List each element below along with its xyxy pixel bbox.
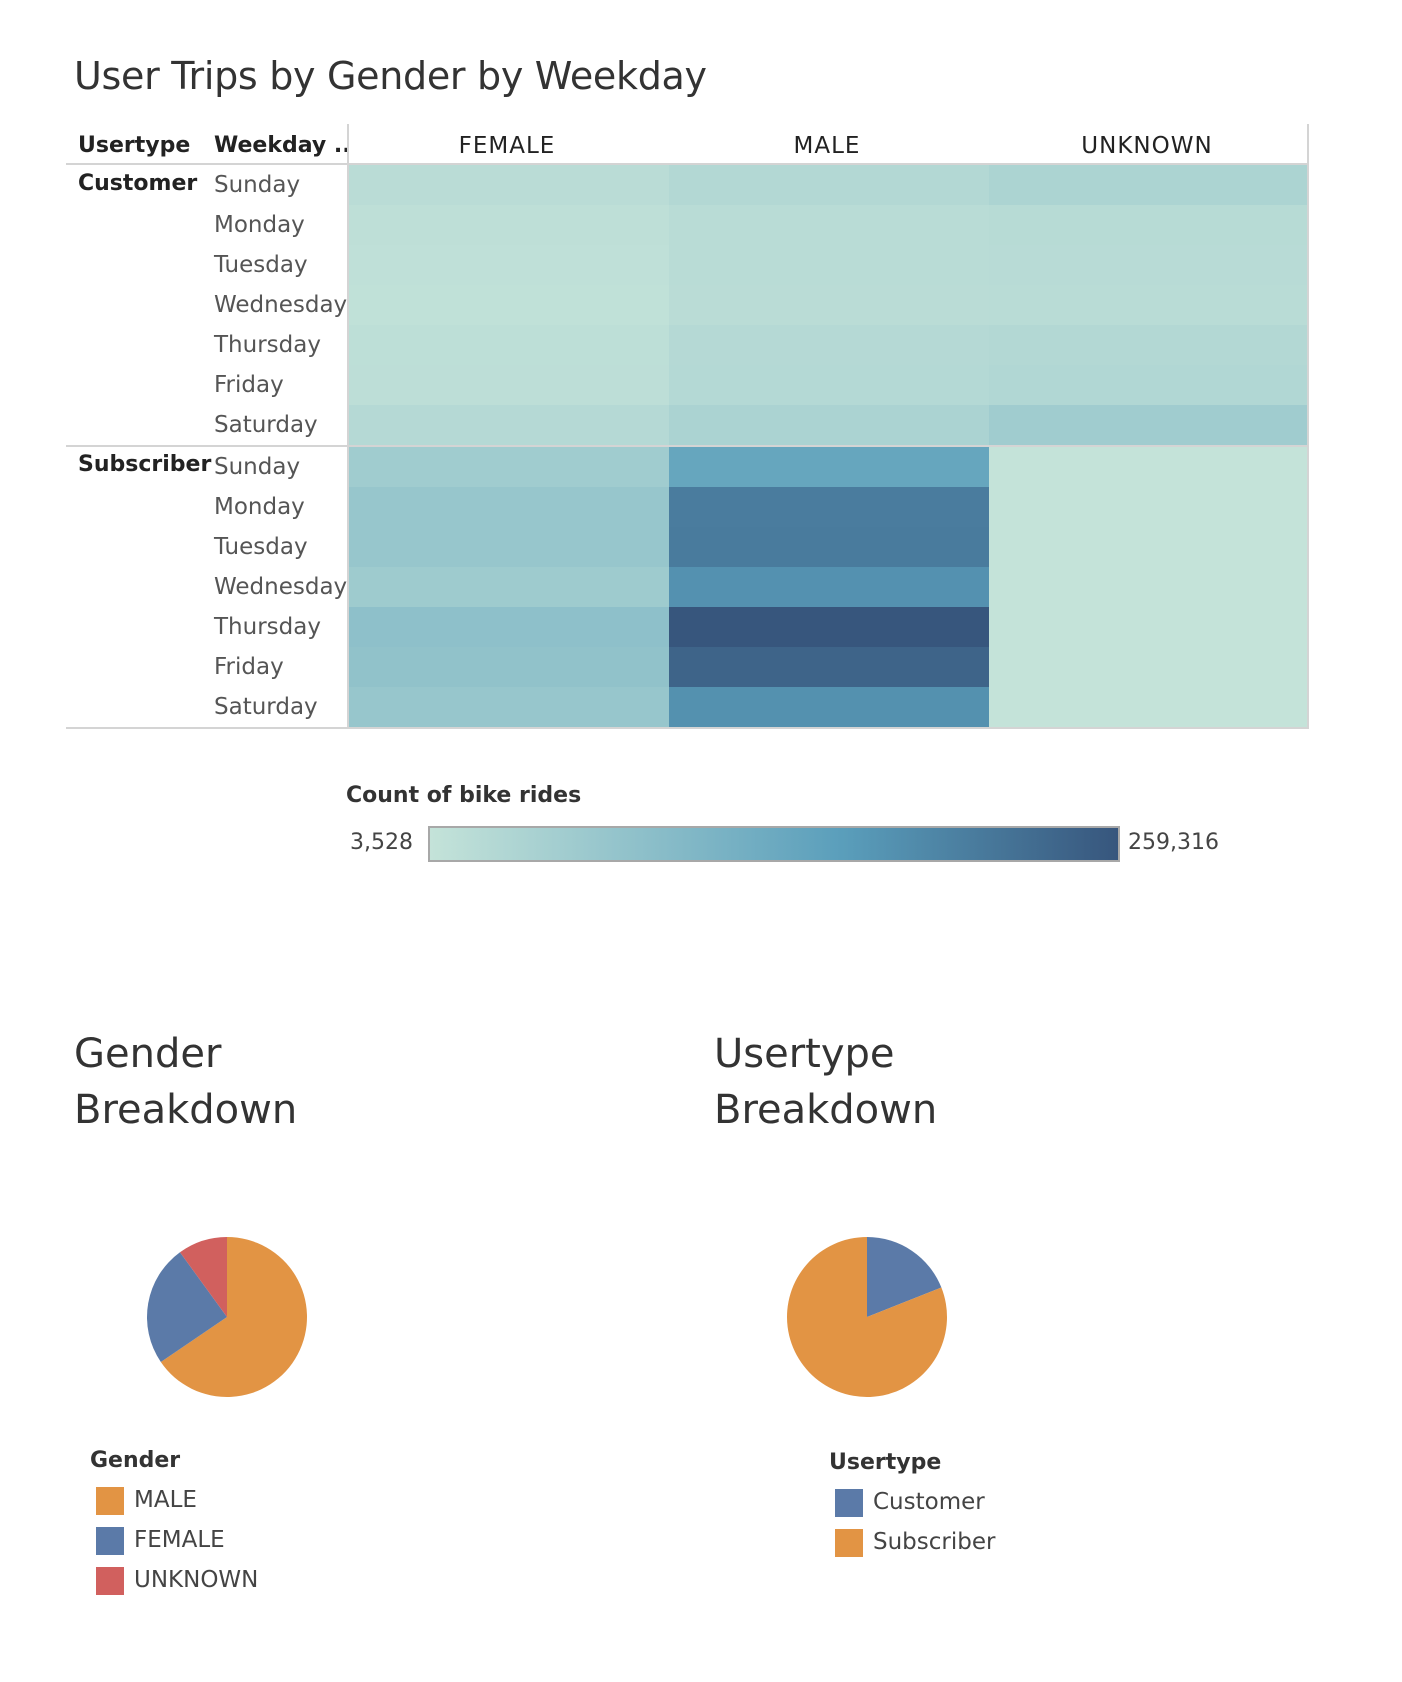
- pie-slice-customer: [867, 1237, 942, 1317]
- heatmap-cell: [669, 607, 989, 647]
- usertype-pie-title-line: Breakdown: [714, 1087, 938, 1133]
- usertype-pie-title-line: Usertype: [714, 1031, 895, 1077]
- heatmap-cell: [989, 527, 1307, 567]
- grid-divider: [1307, 124, 1309, 729]
- pie-slice-female: [147, 1252, 227, 1362]
- heatmap-cell: [989, 325, 1307, 365]
- heatmap-cell: [349, 687, 669, 727]
- heatmap-cell: [349, 285, 669, 325]
- legend-swatch-subscriber: [835, 1529, 863, 1557]
- pie-slice-subscriber: [787, 1237, 947, 1397]
- day-label: Wednesday: [214, 292, 348, 318]
- grid-divider: [66, 445, 1309, 447]
- day-label: Saturday: [214, 412, 318, 438]
- heatmap-cell: [349, 205, 669, 245]
- heatmap-cell: [989, 365, 1307, 405]
- heatmap-cell: [669, 527, 989, 567]
- heatmap-cell: [349, 365, 669, 405]
- day-label: Friday: [214, 372, 284, 398]
- day-label: Monday: [214, 494, 305, 520]
- column-header-female: FEMALE: [458, 133, 556, 159]
- usertype-legend-title: Usertype: [829, 1450, 942, 1475]
- legend-swatch-unknown: [96, 1567, 124, 1595]
- day-label: Tuesday: [214, 252, 308, 278]
- gender-pie-title: Gender Breakdown: [74, 1026, 297, 1138]
- gender-legend-title: Gender: [90, 1448, 181, 1473]
- heatmap-cell: [349, 405, 669, 445]
- gender-pie-title-line: Gender: [74, 1031, 222, 1077]
- heatmap-cell: [349, 567, 669, 607]
- legend-label-customer: Customer: [873, 1489, 985, 1515]
- heatmap-cell: [669, 487, 989, 527]
- heatmap-cell: [349, 245, 669, 285]
- heatmap-cell: [669, 687, 989, 727]
- heatmap-title: User Trips by Gender by Weekday: [74, 54, 707, 98]
- day-label: Saturday: [214, 694, 318, 720]
- heatmap-cell: [349, 165, 669, 205]
- legend-label-unknown: UNKNOWN: [134, 1567, 259, 1593]
- color-legend-gradient: [428, 826, 1120, 862]
- heatmap-cell: [349, 527, 669, 567]
- row-header-weekday: Weekday ..: [214, 133, 351, 158]
- gender-pie-title-line: Breakdown: [74, 1087, 298, 1133]
- legend-swatch-female: [96, 1527, 124, 1555]
- usertype-pie-title: Usertype Breakdown: [714, 1026, 937, 1138]
- gender-pie: [147, 1237, 307, 1397]
- legend-label-male: MALE: [134, 1487, 197, 1513]
- heatmap-cell: [349, 447, 669, 487]
- legend-label-subscriber: Subscriber: [873, 1529, 996, 1555]
- grid-divider: [66, 727, 1309, 729]
- heatmap-cell: [349, 607, 669, 647]
- heatmap-cell: [349, 325, 669, 365]
- color-legend-max: 259,316: [1128, 830, 1219, 855]
- heatmap-cell: [669, 447, 989, 487]
- day-label: Thursday: [214, 614, 321, 640]
- row-header-usertype: Usertype: [78, 133, 191, 158]
- heatmap-cell: [349, 647, 669, 687]
- heatmap-cell: [989, 607, 1307, 647]
- column-header-unknown: UNKNOWN: [1081, 133, 1213, 159]
- heatmap-cell: [989, 487, 1307, 527]
- heatmap-cell: [669, 325, 989, 365]
- heatmap-cell: [669, 647, 989, 687]
- heatmap-cell: [989, 245, 1307, 285]
- heatmap-cell: [669, 365, 989, 405]
- day-label: Wednesday: [214, 574, 348, 600]
- heatmap-cell: [989, 647, 1307, 687]
- heatmap-cell: [989, 165, 1307, 205]
- usertype-label-customer: Customer: [78, 171, 198, 196]
- day-label: Tuesday: [214, 534, 308, 560]
- heatmap-cell: [669, 285, 989, 325]
- day-label: Sunday: [214, 454, 301, 480]
- heatmap-cell: [989, 205, 1307, 245]
- legend-label-female: FEMALE: [134, 1527, 225, 1553]
- legend-swatch-customer: [835, 1489, 863, 1517]
- day-label: Thursday: [214, 332, 321, 358]
- heatmap-cell: [349, 487, 669, 527]
- day-label: Monday: [214, 212, 305, 238]
- heatmap-cell: [989, 447, 1307, 487]
- heatmap-cell: [669, 205, 989, 245]
- usertype-pie: [787, 1237, 947, 1397]
- heatmap-cell: [669, 245, 989, 285]
- heatmap-cell: [989, 405, 1307, 445]
- heatmap-cell: [989, 687, 1307, 727]
- pie-slice-unknown: [179, 1237, 227, 1317]
- heatmap-cell: [669, 165, 989, 205]
- usertype-label-subscriber: Subscriber: [78, 452, 212, 477]
- pie-slice-male: [160, 1237, 307, 1397]
- grid-divider: [66, 163, 1309, 165]
- heatmap-cell: [669, 405, 989, 445]
- column-header-male: MALE: [793, 133, 861, 159]
- day-label: Sunday: [214, 172, 301, 198]
- legend-swatch-male: [96, 1487, 124, 1515]
- day-label: Friday: [214, 654, 284, 680]
- grid-divider: [347, 124, 349, 729]
- heatmap-cell: [989, 285, 1307, 325]
- color-legend-min: 3,528: [350, 830, 413, 855]
- heatmap-cell: [669, 567, 989, 607]
- heatmap-cell: [989, 567, 1307, 607]
- color-legend-title: Count of bike rides: [346, 783, 582, 808]
